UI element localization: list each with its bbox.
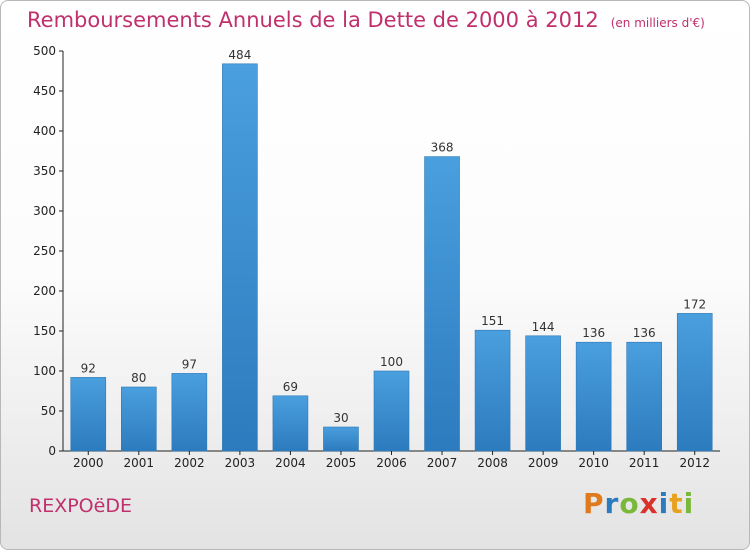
bar-value-label: 151: [481, 314, 504, 328]
y-tick-label: 150: [33, 324, 56, 338]
x-tick-label: 2008: [477, 456, 508, 470]
y-tick-label: 200: [33, 284, 56, 298]
x-tick-label: 2001: [124, 456, 155, 470]
bar: [272, 395, 309, 452]
x-tick-label: 2011: [629, 456, 660, 470]
bar: [121, 386, 157, 452]
bar-value-label: 368: [431, 141, 454, 155]
x-tick-label: 2004: [275, 456, 306, 470]
proxiti-logo: Proxiti: [583, 487, 694, 520]
logo-letter: i: [683, 487, 695, 520]
y-tick-label: 300: [33, 204, 56, 218]
bar-value-label: 30: [333, 411, 348, 425]
bar-value-label: 92: [81, 361, 96, 375]
bar-value-label: 136: [582, 326, 605, 340]
logo-letter: o: [619, 487, 640, 520]
y-tick-label: 500: [33, 44, 56, 58]
bar: [323, 426, 359, 452]
bar: [575, 341, 612, 452]
logo-letter: x: [639, 487, 659, 520]
x-tick-label: 2006: [376, 456, 407, 470]
x-tick-label: 2002: [174, 456, 205, 470]
logo-letter: P: [583, 487, 605, 520]
x-tick-label: 2003: [225, 456, 256, 470]
logo-letter: i: [658, 487, 670, 520]
y-tick-label: 400: [33, 124, 56, 138]
bar-value-label: 136: [633, 326, 656, 340]
chart-title-text: Remboursements Annuels de la Dette de 20…: [27, 8, 599, 32]
x-tick-label: 2000: [73, 456, 104, 470]
bar-value-label: 144: [532, 320, 555, 334]
x-tick-label: 2010: [578, 456, 609, 470]
chart-unit-label: (en milliers d'€): [610, 16, 705, 30]
bar: [222, 63, 258, 452]
bar: [525, 335, 561, 452]
y-tick-label: 100: [33, 364, 56, 378]
y-tick-label: 250: [33, 244, 56, 258]
bar: [171, 373, 208, 452]
bar: [626, 341, 662, 452]
bar: [373, 370, 410, 452]
y-tick-label: 0: [48, 444, 56, 458]
bar-value-label: 80: [131, 371, 146, 385]
commune-name: REXPOëDE: [29, 495, 132, 517]
bar-value-label: 172: [683, 297, 706, 311]
x-tick-label: 2009: [528, 456, 559, 470]
x-tick-label: 2005: [326, 456, 357, 470]
bar-value-label: 97: [182, 357, 197, 371]
bar-value-label: 100: [380, 355, 403, 369]
bar: [474, 329, 511, 452]
logo-letter: t: [669, 487, 684, 520]
x-tick-label: 2007: [427, 456, 458, 470]
chart-title: Remboursements Annuels de la Dette de 20…: [27, 8, 705, 32]
bar-value-label: 69: [283, 380, 298, 394]
logo-letter: r: [604, 487, 620, 520]
y-tick-label: 50: [41, 404, 56, 418]
y-tick-label: 350: [33, 164, 56, 178]
bar: [70, 377, 107, 452]
bar: [424, 156, 460, 452]
bar: [676, 313, 713, 452]
x-tick-label: 2012: [679, 456, 710, 470]
y-tick-label: 450: [33, 84, 56, 98]
bar-value-label: 484: [228, 48, 251, 62]
